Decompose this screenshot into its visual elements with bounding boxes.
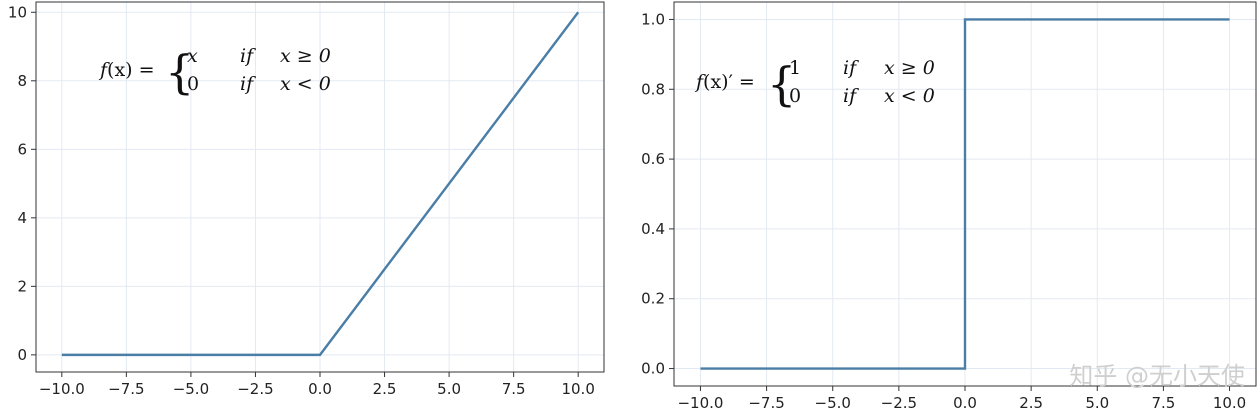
relu-derivative-x-tick-label: 5.0	[1085, 394, 1109, 412]
relu-derivative-formula-eq: =	[739, 71, 755, 93]
relu-derivative-formula-prime: ′	[729, 71, 733, 93]
watermark-text: 知乎 @无小天使	[1069, 362, 1245, 390]
relu-formula: f(x) = { x if x ≥ 0 0 if x < 0	[98, 45, 331, 99]
relu-derivative-x-axis: −10.0 −7.5 −5.0 −2.5 0.0 2.5 5.0 7.5 10.0	[677, 386, 1246, 412]
relu-x-tick-label: −5.0	[173, 380, 209, 398]
relu-y-tick-label: 8	[17, 72, 27, 90]
relu-derivative-x-tick-label: 2.5	[1019, 394, 1043, 412]
relu-derivative-x-tick-label: 10.0	[1213, 394, 1246, 412]
relu-row2-if: if	[240, 73, 256, 95]
relu-x-tick-label: −7.5	[108, 380, 144, 398]
relu-x-tick-label: 7.5	[502, 380, 526, 398]
relu-formula-arg: (x)	[107, 59, 133, 81]
relu-formula-func: f	[98, 59, 110, 81]
relu-derivative-x-tick-label: 7.5	[1151, 394, 1175, 412]
relu-x-tick-label: 2.5	[373, 380, 397, 398]
relu-derivative-row1-value: 1	[789, 57, 801, 79]
relu-derivative-x-tick-label: −7.5	[748, 394, 784, 412]
relu-derivative-row1-if: if	[843, 57, 859, 79]
relu-row2-value: 0	[187, 73, 199, 95]
relu-row1-if: if	[240, 45, 256, 67]
relu-derivative-y-tick-label: 1.0	[641, 10, 665, 28]
relu-x-tick-label: 5.0	[437, 380, 461, 398]
relu-derivative-y-tick-label: 0.4	[641, 220, 665, 238]
relu-series	[61, 11, 580, 357]
relu-derivative-row2-value: 0	[789, 85, 801, 107]
relu-derivative-x-tick-label: −2.5	[881, 394, 917, 412]
relu-formula-eq: =	[139, 59, 155, 81]
relu-y-axis: 0 2 4 6 8 10	[8, 3, 36, 364]
relu-x-tick-label: 10.0	[561, 380, 594, 398]
relu-x-axis: −10.0 −7.5 −5.0 −2.5 0.0 2.5 5.0 7.5 10.0	[39, 372, 595, 398]
relu-derivative-y-axis: 0.0 0.2 0.4 0.6 0.8 1.0	[641, 10, 674, 378]
relu-derivative-row1-cond: x ≥ 0	[884, 57, 935, 79]
relu-gridlines	[36, 2, 604, 372]
relu-derivative-y-tick-label: 0.0	[641, 360, 665, 378]
relu-derivative-formula-func: f	[694, 71, 706, 93]
relu-derivative-row2-cond: x < 0	[884, 85, 935, 107]
relu-derivative-series	[700, 18, 1230, 370]
relu-derivative-y-tick-label: 0.8	[641, 80, 665, 98]
relu-derivative-series-line	[700, 18, 1230, 370]
relu-derivative-formula: f(x)′ = { 1 if x ≥ 0 0 if x < 0	[694, 57, 935, 111]
relu-derivative-y-tick-label: 0.2	[641, 290, 665, 308]
relu-series-line	[61, 11, 580, 357]
relu-y-tick-label: 6	[17, 140, 27, 158]
relu-formula-lhs: f(x) =	[98, 59, 155, 81]
relu-derivative-x-tick-label: −5.0	[815, 394, 851, 412]
relu-derivative-x-tick-label: 0.0	[953, 394, 977, 412]
relu-derivative-chart: −10.0 −7.5 −5.0 −2.5 0.0 2.5 5.0 7.5 10.0 0.0 0.2…	[641, 1, 1257, 412]
relu-derivative-formula-lhs: f(x)′ =	[694, 71, 755, 93]
relu-derivative-y-tick-label: 0.6	[641, 150, 665, 168]
relu-x-tick-label: 0.0	[308, 380, 332, 398]
relu-y-tick-label: 4	[17, 209, 27, 227]
relu-x-tick-label: −2.5	[237, 380, 273, 398]
relu-row1-value: x	[187, 45, 198, 67]
relu-derivative-formula-arg: (x)	[703, 71, 729, 93]
relu-x-tick-label: −10.0	[39, 380, 85, 398]
relu-derivative-row2-if: if	[843, 85, 859, 107]
relu-row1-cond: x ≥ 0	[280, 45, 331, 67]
relu-y-tick-label: 10	[8, 3, 27, 21]
relu-y-tick-label: 2	[17, 277, 27, 295]
relu-formula-brace: {	[165, 45, 194, 99]
relu-chart: −10.0 −7.5 −5.0 −2.5 0.0 2.5 5.0 7.5 10.0 0 2 4 6 8 1…	[8, 1, 605, 398]
relu-derivative-formula-brace: {	[767, 57, 796, 111]
relu-row2-cond: x < 0	[280, 73, 331, 95]
relu-y-tick-label: 0	[17, 346, 27, 364]
relu-derivative-x-tick-label: −10.0	[677, 394, 723, 412]
